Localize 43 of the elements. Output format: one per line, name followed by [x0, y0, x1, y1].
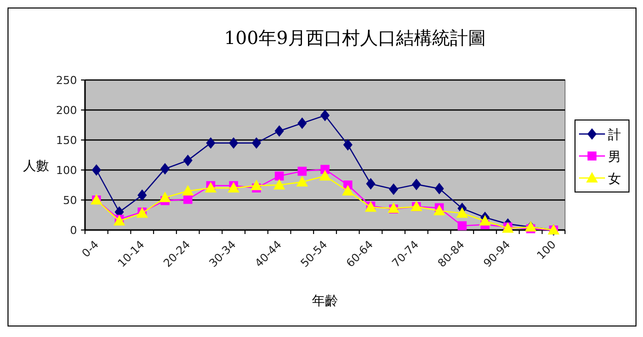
legend-label: 女: [608, 172, 621, 187]
y-tick-label: 100: [56, 164, 77, 177]
point: [298, 166, 307, 176]
point: [182, 186, 194, 196]
point: [458, 221, 467, 230]
x-tick-label: 100: [534, 238, 559, 262]
point: [274, 126, 284, 136]
point: [229, 138, 238, 148]
point: [274, 180, 285, 190]
point: [434, 205, 445, 216]
point: [342, 186, 354, 196]
point: [160, 192, 170, 202]
point: [160, 163, 170, 174]
point: [274, 172, 284, 180]
legend-label: 男: [608, 150, 621, 165]
point: [298, 118, 307, 129]
point: [320, 110, 330, 121]
x-tick-label: 0-4: [79, 238, 102, 260]
point: [412, 178, 421, 190]
point: [389, 184, 398, 195]
point: [366, 178, 376, 190]
point: [206, 138, 216, 148]
point: [183, 194, 192, 204]
point: [138, 190, 147, 201]
point: [296, 176, 308, 186]
point: [92, 164, 101, 176]
y-tick-label: 150: [56, 134, 77, 147]
legend-label: 計: [608, 128, 621, 143]
y-tick-label: 250: [56, 74, 77, 87]
y-tick-label: 0: [70, 224, 77, 237]
x-axis-title: 年齡: [312, 294, 338, 309]
point: [250, 180, 262, 190]
y-tick-label: 200: [56, 104, 77, 117]
chart-title: 100年9月西口村人口結構統計圖: [224, 28, 486, 49]
point: [183, 154, 192, 166]
point: [456, 208, 468, 218]
point: [480, 216, 490, 226]
point: [252, 138, 261, 148]
y-axis-title: 人數: [23, 159, 49, 174]
point: [320, 170, 330, 180]
point: [434, 183, 444, 194]
y-tick-label: 50: [63, 194, 77, 207]
point: [343, 139, 352, 150]
